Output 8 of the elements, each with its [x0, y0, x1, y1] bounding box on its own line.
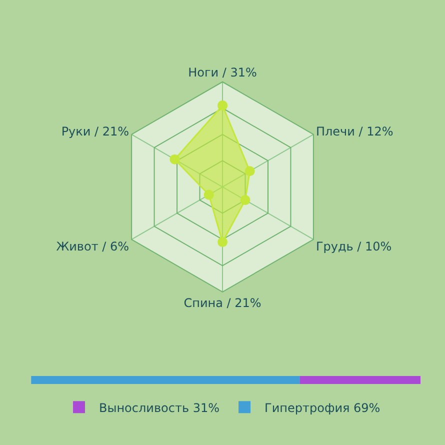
legend-label: Выносливость 31%: [99, 400, 220, 415]
spoke-label: Плечи / 12%: [316, 124, 394, 138]
spoke-label: Руки / 21%: [61, 124, 130, 138]
spoke-label: Ноги / 31%: [188, 66, 257, 80]
legend-label: Гипертрофия 69%: [264, 400, 380, 415]
spoke-label: Спина / 21%: [184, 296, 262, 310]
spoke-label: Грудь / 10%: [316, 239, 392, 254]
spoke-label: Живот / 6%: [56, 239, 130, 254]
